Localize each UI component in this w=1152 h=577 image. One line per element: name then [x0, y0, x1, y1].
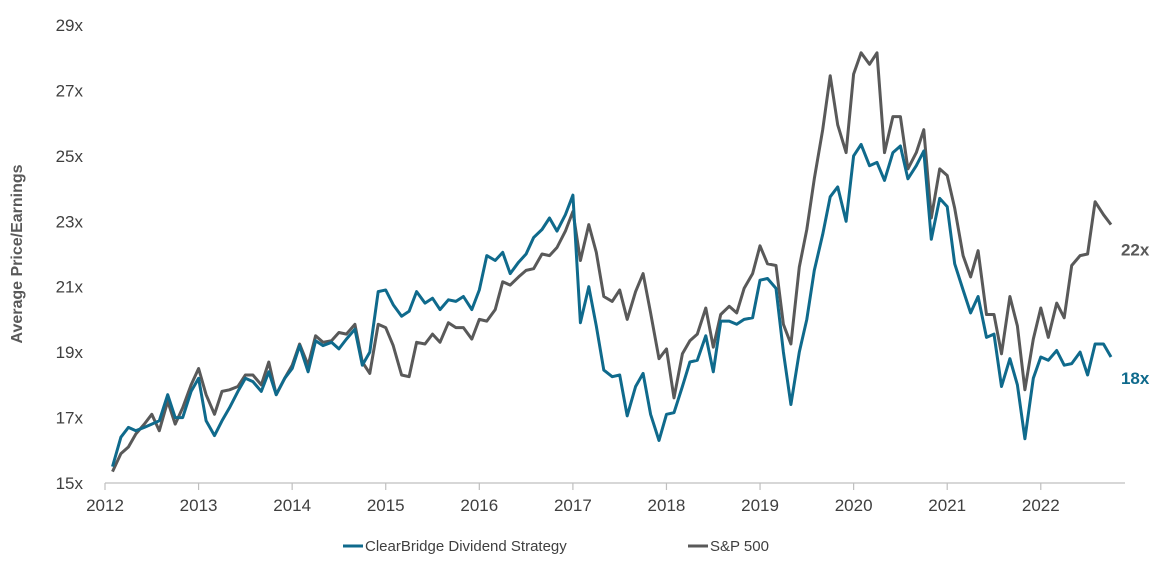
x-tick-label: 2012 — [86, 496, 124, 515]
y-tick-label: 23x — [56, 212, 84, 231]
legend-label: S&P 500 — [710, 538, 769, 555]
x-tick-label: 2020 — [835, 496, 873, 515]
x-tick-label: 2016 — [460, 496, 498, 515]
legend: ClearBridge Dividend Strategy S&P 500 — [343, 538, 769, 555]
y-tick-label: 27x — [56, 81, 84, 100]
end-label-clearbridge: 18x — [1121, 369, 1150, 388]
y-axis-ticks: 15x 17x 19x 21x 23x 25x 27x 29x — [56, 16, 84, 493]
y-tick-label: 19x — [56, 343, 84, 362]
series-layer — [111, 51, 1113, 473]
y-tick-label: 21x — [56, 278, 84, 297]
x-tick-label: 2019 — [741, 496, 779, 515]
legend-label: ClearBridge Dividend Strategy — [365, 538, 567, 555]
x-tick-label: 2014 — [273, 496, 311, 515]
y-tick-label: 15x — [56, 474, 84, 493]
x-tick-label: 2013 — [180, 496, 218, 515]
y-axis-label: Average Price/Earnings — [9, 164, 26, 343]
x-tick-label: 2021 — [928, 496, 966, 515]
x-tick-label: 2017 — [554, 496, 592, 515]
x-axis-ticks: 2012 2013 2014 2015 2016 2017 2018 2019 2020 2021… — [86, 483, 1060, 515]
end-label-sp500: 22x — [1121, 241, 1150, 260]
x-tick-label: 2015 — [367, 496, 405, 515]
x-tick-label: 2022 — [1022, 496, 1060, 515]
end-labels: 18x 22x — [1121, 241, 1150, 388]
x-tick-label: 2018 — [648, 496, 686, 515]
series-line-sp-500 — [111, 51, 1113, 473]
series-line-clearbridge-dividend-strategy — [111, 142, 1113, 468]
y-tick-label: 17x — [56, 409, 84, 428]
y-tick-label: 25x — [56, 147, 84, 166]
y-axis-title: Average Price/Earnings — [9, 164, 26, 343]
y-tick-label: 29x — [56, 16, 84, 35]
